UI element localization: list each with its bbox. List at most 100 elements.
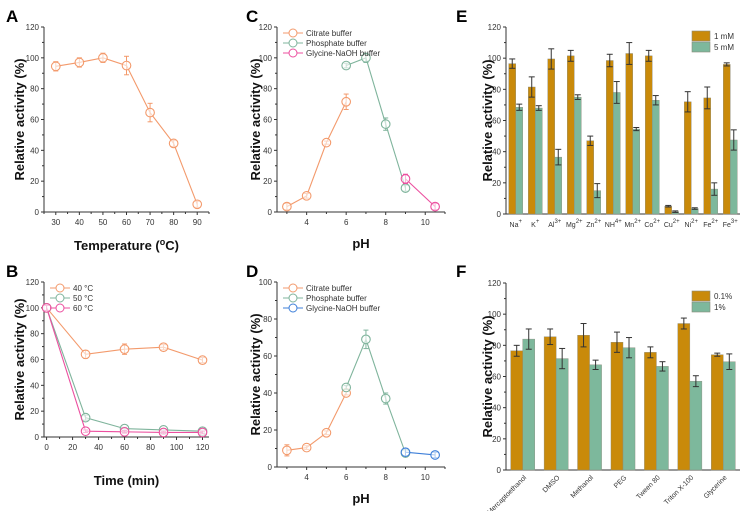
- category-label: Mercaptoethanol: [486, 474, 528, 511]
- panel-e: E 0 20 40 60 80 100 120 Relative activity (%) Na+…: [456, 7, 740, 229]
- bar-group: Tween 80: [635, 346, 669, 501]
- category-label: Fe3+: [723, 219, 739, 229]
- data-point: [50, 61, 61, 72]
- legend-item: 40 °C: [50, 283, 93, 293]
- y-axis-title: Relative activity (%): [12, 58, 27, 180]
- data-point: [341, 96, 352, 107]
- data-point: [400, 174, 411, 184]
- y-tick-label: 100: [26, 304, 40, 313]
- legend-item: Glycine-NaOH buffer: [283, 48, 380, 58]
- data-point: [119, 426, 130, 437]
- legend-label: 60 °C: [73, 304, 93, 313]
- legend-label: 50 °C: [73, 294, 93, 303]
- bar-group: Methanol: [570, 323, 602, 500]
- legend-item: Phosphate buffer: [283, 38, 367, 48]
- legend-item: Citrate buffer: [283, 283, 352, 293]
- bar: [535, 107, 543, 215]
- x-tick-label: 60: [120, 443, 129, 452]
- y-tick-label: 100: [488, 54, 502, 63]
- y-tick-label: 100: [488, 310, 502, 319]
- bar-group: Glycerine: [703, 352, 736, 500]
- bar: [567, 55, 575, 215]
- series-line: [286, 101, 347, 208]
- bar-group: Fe2+: [703, 86, 719, 229]
- bar: [574, 96, 582, 215]
- panel-f: F 0 20 40 60 80 100 120 Relative activity (%) Mer…: [456, 262, 740, 511]
- data-point: [400, 447, 411, 458]
- bar-group: DMSO: [542, 328, 569, 494]
- data-point: [41, 302, 52, 313]
- category-label: Methanol: [570, 474, 596, 500]
- x-tick-label: 120: [196, 443, 210, 452]
- legend-item: 1%: [691, 301, 726, 313]
- series-line: [46, 307, 203, 432]
- y-tick-label: 100: [259, 54, 273, 63]
- legend-label: 1%: [714, 303, 726, 312]
- legend-marker: [288, 28, 298, 38]
- legend: 1 mM 5 mM: [691, 30, 734, 53]
- bar: [577, 335, 590, 471]
- y-tick-label: 120: [26, 23, 40, 32]
- bar-group: Fe3+: [723, 62, 739, 229]
- series-glycine-naoh-buffer: [400, 447, 440, 460]
- y-tick-label: 120: [488, 279, 502, 288]
- legend-swatch: [691, 290, 711, 302]
- bar: [677, 323, 691, 471]
- x-tick-label: 70: [146, 218, 155, 227]
- y-tick-label: 0: [497, 210, 502, 219]
- series-60-c: [41, 302, 208, 438]
- bar: [723, 64, 731, 215]
- data-point: [168, 138, 179, 149]
- series-citrate-buffer: [282, 388, 352, 457]
- panel-d: D 0 20 40 60 80 100 Relative activity (%) 4 6 8 10 p…: [246, 262, 446, 506]
- panel-letter: C: [246, 7, 258, 26]
- x-axis-title: Temperature (oC): [74, 237, 179, 253]
- legend-label: 0.1%: [714, 292, 732, 301]
- x-tick-label: 80: [169, 218, 178, 227]
- y-tick-label: 20: [30, 177, 39, 186]
- panel-a: A 0 20 40 60 80 100 120 Relative activity (%) 30 4…: [6, 7, 210, 253]
- bar: [622, 347, 636, 471]
- bar-group: Mg2+: [566, 49, 583, 229]
- x-axis-title: pH: [352, 236, 369, 251]
- y-tick-label: 80: [263, 315, 272, 324]
- bar-group: Cu2+: [664, 204, 680, 229]
- bar: [547, 58, 555, 215]
- series-citrate-buffer: [282, 93, 352, 212]
- legend-swatch: [691, 301, 711, 313]
- legend-item: Citrate buffer: [283, 28, 352, 38]
- data-point: [430, 201, 440, 212]
- data-point: [321, 427, 332, 438]
- panel-letter: E: [456, 7, 467, 26]
- y-tick-label: 0: [497, 466, 502, 475]
- legend-swatch: [691, 30, 711, 42]
- series-phosphate-buffer: [341, 52, 411, 193]
- bar: [711, 354, 724, 471]
- data-point: [361, 334, 371, 345]
- y-tick-label: 80: [492, 341, 501, 350]
- data-point: [121, 60, 132, 71]
- y-tick-label: 20: [263, 426, 272, 435]
- legend-item: 1 mM: [691, 30, 734, 42]
- data-point: [341, 382, 352, 393]
- data-point: [145, 107, 155, 118]
- series-line: [55, 57, 198, 205]
- y-axis-title: Relative activity (%): [248, 313, 263, 435]
- bar-group: Zn2+: [586, 135, 602, 229]
- bar-group: Al3+: [547, 48, 562, 229]
- y-tick-label: 0: [268, 463, 273, 472]
- x-tick-label: 4: [304, 473, 309, 482]
- y-tick-label: 60: [30, 116, 39, 125]
- data-point: [80, 349, 91, 360]
- data-point: [197, 427, 208, 438]
- legend-item: 60 °C: [50, 303, 93, 313]
- y-tick-label: 60: [492, 373, 501, 382]
- series-line: [345, 337, 406, 454]
- bar: [684, 101, 692, 215]
- data-point: [400, 183, 411, 193]
- series-40-c: [41, 302, 208, 365]
- bar-group: PEG: [610, 331, 636, 490]
- y-tick-label: 100: [259, 278, 273, 287]
- y-tick-label: 40: [263, 146, 272, 155]
